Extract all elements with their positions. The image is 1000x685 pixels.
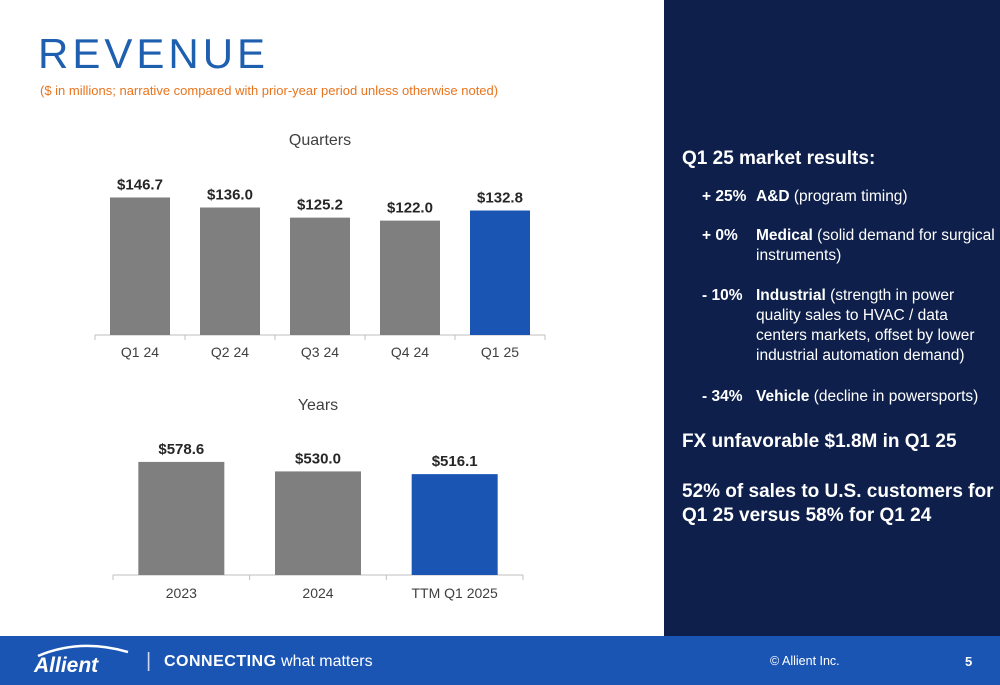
market-result-note: (strength in power quality sales to HVAC… <box>756 287 975 364</box>
x-tick-label: 2024 <box>302 585 333 601</box>
market-result-note: (program timing) <box>789 188 908 205</box>
x-tick-label: Q1 24 <box>121 344 159 360</box>
footer-bar: Allient | CONNECTING what matters © Alli… <box>0 636 1000 685</box>
copyright: © Allient Inc. <box>770 654 840 668</box>
market-result-note: (solid demand for surgical instruments) <box>756 227 995 264</box>
market-result-industrial: - 10% Industrial (strength in power quali… <box>702 286 998 366</box>
chart-title: Years <box>298 397 338 414</box>
market-result-segment: Medical <box>756 227 813 244</box>
bar <box>411 474 498 575</box>
years-bar-chart: Years $578.6 2023 $530.0 2024 $516.1 TTM Q1 20… <box>112 397 524 601</box>
page-subtitle: ($ in millions; narrative compared with … <box>40 83 499 98</box>
data-label: $516.1 <box>432 453 478 470</box>
data-label: $132.8 <box>477 190 523 207</box>
data-label: $578.6 <box>158 441 204 458</box>
bar <box>275 471 361 575</box>
footer-tagline: CONNECTING what matters <box>164 653 373 671</box>
market-results-heading: Q1 25 market results: <box>682 148 876 169</box>
bar <box>470 210 530 335</box>
tagline-rest: what matters <box>276 653 373 670</box>
market-result-note: (decline in powersports) <box>809 388 979 405</box>
bar <box>138 461 225 575</box>
bar <box>200 207 260 335</box>
market-result-pct: + 0% <box>702 227 738 244</box>
logo-swoosh-icon <box>37 644 129 658</box>
data-label: $146.7 <box>117 176 163 193</box>
bar <box>290 217 350 335</box>
market-result-segment: Vehicle <box>756 388 810 405</box>
market-result-vehicle: - 34% Vehicle (decline in powersports) <box>702 387 998 407</box>
x-tick-label: Q4 24 <box>391 344 429 360</box>
chart-title: Quarters <box>289 132 351 149</box>
fx-note: FX unfavorable $1.8M in Q1 25 <box>682 431 957 452</box>
data-label: $125.2 <box>297 197 343 214</box>
bar <box>110 197 170 335</box>
market-result-pct: - 34% <box>702 388 743 405</box>
market-result-pct: + 25% <box>702 188 747 205</box>
market-result-segment: A&D <box>756 188 790 205</box>
logo-wordmark: Allient <box>34 654 99 677</box>
x-tick-label: 2023 <box>166 585 197 601</box>
market-result-ad: + 25% A&D (program timing) <box>702 187 998 207</box>
tagline-strong: CONNECTING <box>164 653 277 670</box>
page-title: REVENUE <box>38 30 270 77</box>
market-result-pct: - 10% <box>702 287 743 304</box>
x-tick-label: Q3 24 <box>301 344 339 360</box>
allient-logo: Allient <box>34 644 130 678</box>
page-number: 5 <box>965 654 973 669</box>
x-tick-label: Q1 25 <box>481 344 519 360</box>
data-label: $122.0 <box>387 200 433 217</box>
quarters-bar-chart: Quarters $146.7 Q1 24 $136.0 Q2 24 $125.2 Q3 2… <box>94 132 546 360</box>
bar <box>380 220 440 335</box>
market-results-panel: Q1 25 market results: + 25% A&D (program … <box>664 0 1000 636</box>
x-tick-label: Q2 24 <box>211 344 249 360</box>
x-tick-label: TTM Q1 2025 <box>411 585 498 601</box>
us-sales-note: 52% of sales to U.S. customers for Q1 25… <box>682 481 994 526</box>
data-label: $136.0 <box>207 187 253 204</box>
data-label: $530.0 <box>295 450 341 467</box>
market-result-medical: + 0% Medical (solid demand for surgical i… <box>702 226 998 266</box>
market-result-segment: Industrial <box>756 287 826 304</box>
footer-separator: | <box>146 650 152 672</box>
